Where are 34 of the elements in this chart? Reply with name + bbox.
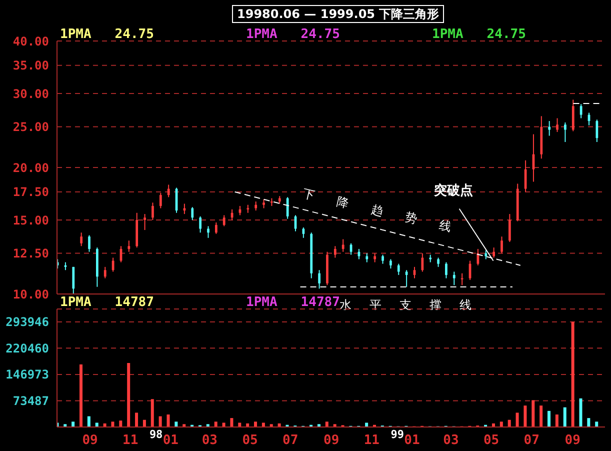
x-tick-label: 01 — [404, 433, 420, 448]
y-tick-label: 25.00 — [12, 120, 49, 134]
x-tick-label: 07 — [282, 433, 298, 448]
annotation: 1PMA 24.75 — [432, 27, 526, 42]
x-tick-label: 05 — [242, 433, 258, 448]
y-tick-label: 20.00 — [12, 160, 49, 175]
chart-title: 19980.06 — 1999.05 下降三角形 — [232, 5, 444, 23]
annotation: 1PMA 14787 — [60, 295, 155, 310]
y-tick-label: 12.50 — [12, 246, 49, 261]
annotation: 1PMA 24.75 — [60, 27, 155, 42]
y-tick-label: 146973 — [6, 368, 49, 382]
y-tick-label: 15.00 — [12, 213, 49, 228]
y-tick-label: 73487 — [12, 394, 49, 408]
y-tick-label: 220460 — [6, 341, 49, 356]
x-tick-label: 09 — [324, 433, 340, 448]
y-tick-label: 10.00 — [12, 287, 49, 302]
text: 99 — [390, 428, 404, 441]
annotation: 1PMA 14787 — [246, 295, 340, 310]
y-tick-label: 30.00 — [12, 86, 49, 101]
y-tick-label: 40.00 — [12, 34, 49, 48]
x-tick-label: 05 — [483, 433, 500, 448]
x-tick-label: 03 — [202, 433, 218, 448]
x-tick-label: 03 — [443, 433, 459, 448]
y-tick-label: 35.00 — [12, 58, 49, 73]
text: 98 — [149, 428, 163, 441]
x-tick-label: 11 — [364, 433, 380, 448]
x-tick-label: 07 — [524, 433, 540, 448]
y-tick-label: 293946 — [6, 315, 49, 330]
x-tick-label: 01 — [162, 433, 179, 448]
y-tick-label: 17.50 — [12, 185, 49, 200]
x-tick-label: 09 — [82, 433, 98, 448]
annotation: 1PMA 24.75 — [246, 27, 341, 42]
x-tick-label: 09 — [564, 433, 580, 448]
x-tick-label: 11 — [122, 433, 138, 448]
